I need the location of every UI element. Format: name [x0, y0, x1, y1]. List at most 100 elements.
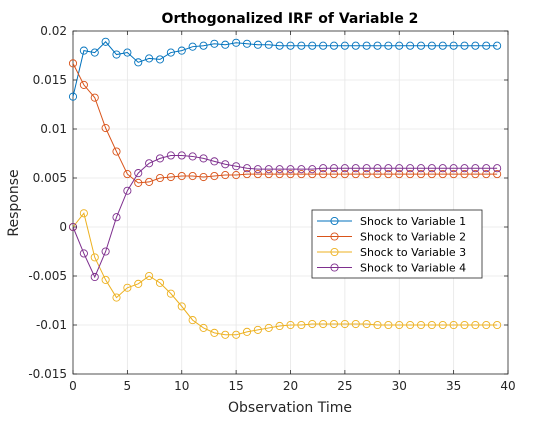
x-tick-label: 15 — [228, 379, 243, 393]
legend-item: Shock to Variable 2 — [317, 231, 466, 244]
data-point — [384, 320, 393, 330]
legend-label: Shock to Variable 3 — [360, 246, 466, 259]
data-point — [134, 58, 143, 67]
legend-marker — [330, 263, 339, 272]
data-point — [112, 147, 121, 156]
data-point — [188, 152, 197, 161]
data-point — [340, 319, 349, 329]
data-point — [406, 41, 415, 50]
data-point — [297, 41, 306, 50]
data-point — [242, 164, 252, 173]
data-point — [253, 165, 262, 174]
series-line — [72, 154, 498, 279]
y-tick-label: -0.005 — [28, 269, 67, 283]
data-point — [438, 320, 447, 330]
data-point — [449, 41, 458, 50]
data-point — [145, 177, 154, 186]
data-point — [177, 171, 186, 181]
data-point — [438, 41, 447, 50]
data-point — [199, 323, 208, 332]
data-point — [221, 160, 230, 169]
data-point — [123, 283, 132, 292]
data-point — [188, 42, 197, 51]
series-2 — [68, 59, 502, 187]
data-point — [68, 92, 78, 101]
x-tick-label: 10 — [174, 379, 189, 393]
data-point — [482, 164, 491, 173]
legend-marker — [330, 232, 339, 241]
data-point — [210, 328, 219, 337]
data-point — [297, 320, 306, 330]
series-line — [72, 63, 498, 184]
data-point — [221, 40, 230, 49]
data-point — [471, 41, 480, 50]
data-point — [362, 41, 371, 50]
data-point — [373, 164, 382, 173]
data-point — [79, 46, 88, 55]
data-point — [427, 320, 436, 330]
data-point — [145, 271, 154, 281]
x-tick-label: 5 — [124, 379, 132, 393]
series-line — [72, 41, 498, 97]
data-point — [112, 293, 121, 302]
data-point — [210, 171, 219, 181]
x-axis-label: Observation Time — [228, 400, 352, 416]
data-point — [275, 165, 284, 174]
data-point — [351, 41, 360, 50]
data-point — [319, 319, 328, 329]
data-point — [275, 321, 284, 331]
y-tick-label: 0.015 — [33, 73, 67, 87]
data-point — [362, 319, 371, 329]
x-tick-label: 0 — [69, 379, 77, 393]
data-point — [275, 41, 284, 50]
data-point — [384, 164, 393, 173]
y-axis-label: Response — [6, 169, 22, 236]
x-tick-label: 20 — [283, 379, 298, 393]
x-tick-label: 40 — [500, 379, 515, 393]
legend-marker — [330, 247, 339, 257]
data-point — [308, 165, 317, 174]
data-point — [438, 170, 447, 179]
data-point — [123, 48, 132, 57]
data-point — [460, 41, 469, 50]
y-tick-label: -0.015 — [28, 367, 67, 381]
series-1 — [68, 37, 502, 101]
data-point — [351, 170, 360, 179]
data-point — [177, 302, 186, 311]
data-point — [264, 165, 273, 174]
data-point — [395, 164, 404, 173]
data-point — [482, 320, 491, 330]
data-point — [308, 170, 317, 179]
data-point — [177, 151, 186, 160]
data-point — [232, 171, 241, 180]
data-point — [166, 172, 175, 182]
legend-box — [311, 209, 483, 279]
data-point — [329, 319, 339, 329]
data-point — [199, 41, 208, 50]
data-point — [384, 170, 393, 179]
data-point — [101, 37, 110, 46]
data-point — [297, 170, 306, 179]
data-point — [329, 164, 339, 173]
data-point — [166, 289, 175, 298]
legend-label: Shock to Variable 1 — [360, 215, 466, 228]
y-tick-label: 0.01 — [40, 122, 67, 136]
data-point — [134, 178, 143, 187]
data-point — [319, 170, 328, 179]
data-point — [308, 319, 317, 329]
data-point — [471, 170, 480, 179]
data-point — [232, 162, 241, 171]
data-point — [351, 319, 360, 329]
data-point — [286, 170, 295, 179]
data-point — [166, 151, 175, 160]
data-point — [90, 93, 99, 102]
legend: Shock to Variable 1 Shock to Variable 2 Sh… — [311, 209, 483, 279]
data-point — [373, 320, 382, 330]
series-3 — [68, 209, 502, 339]
data-point — [145, 159, 154, 168]
x-tick-label: 30 — [392, 379, 407, 393]
data-point — [297, 165, 306, 174]
legend-label: Shock to Variable 4 — [360, 262, 466, 275]
